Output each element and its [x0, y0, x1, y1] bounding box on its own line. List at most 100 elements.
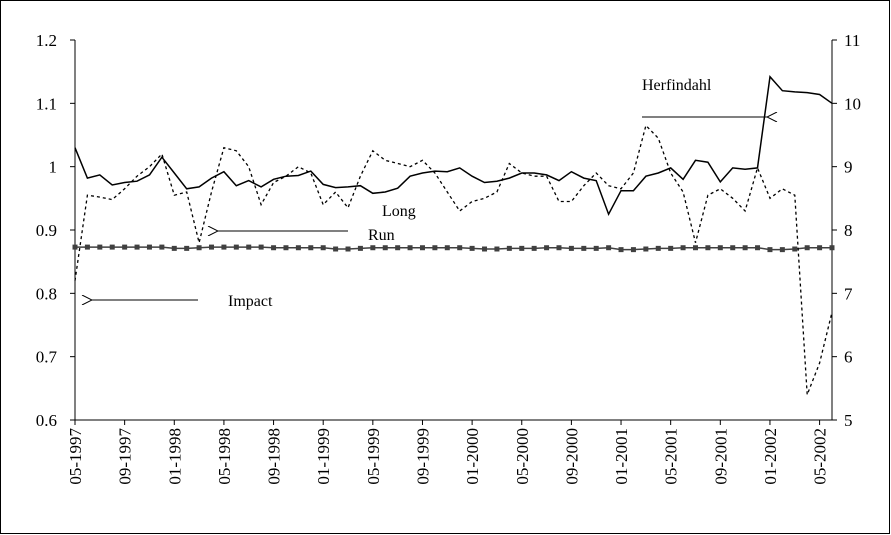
y-tick-label: 1.1 [36, 94, 57, 113]
x-tick-label: 05-1998 [215, 428, 234, 485]
series-marker [122, 244, 128, 250]
series-label-line: Run [368, 227, 395, 244]
y2-tick-label: 9 [844, 158, 853, 177]
x-tick-label: 01-2002 [761, 428, 780, 485]
y-tick-label: 0.8 [36, 284, 57, 303]
x-tick-label: 05-2000 [513, 428, 532, 485]
series-marker [109, 244, 115, 250]
series-marker [630, 247, 636, 253]
series-marker [171, 245, 177, 251]
x-tick-label: 05-2001 [662, 428, 681, 485]
x-tick-label: 09-2001 [711, 428, 730, 485]
series-marker [767, 247, 773, 253]
y2-tick-label: 6 [844, 348, 853, 367]
y2-tick-label: 7 [844, 284, 853, 303]
series-marker [419, 245, 425, 251]
series-marker [134, 244, 140, 250]
y-tick-label: 0.7 [36, 348, 58, 367]
series-marker [258, 244, 264, 250]
x-tick-label: 01-2000 [463, 428, 482, 485]
series-marker [246, 244, 252, 250]
series-marker [283, 245, 289, 251]
y2-tick-label: 8 [844, 221, 853, 240]
series-marker [655, 245, 661, 251]
series-marker [817, 245, 823, 251]
series-marker [233, 244, 239, 250]
series-marker [568, 245, 574, 251]
x-tick-label: 05-1997 [66, 428, 85, 485]
series-marker [271, 245, 277, 251]
series-marker [146, 244, 152, 250]
x-tick-label: 09-2000 [562, 428, 581, 485]
series-marker [345, 246, 351, 252]
series-marker [221, 244, 227, 250]
series-label-line: Long [382, 203, 420, 220]
x-tick-label: 05-1999 [364, 428, 383, 485]
series-marker [506, 245, 512, 251]
series-marker [84, 244, 90, 250]
series-marker [792, 246, 798, 252]
series-marker [779, 247, 785, 253]
x-tick-label: 01-1998 [165, 428, 184, 485]
series-label: Herfindahl [642, 77, 712, 94]
series-marker [742, 245, 748, 251]
series-marker [606, 245, 612, 251]
y2-tick-label: 11 [844, 31, 860, 50]
y-tick-label: 0.9 [36, 221, 57, 240]
y-tick-label: 1.2 [36, 31, 57, 50]
plot-area: 0.6 0.7 0.8 0.9 1 1.1 1.2 5 6 7 8 9 10 11 05-1997 09-19… [36, 31, 861, 485]
series-label: Long Run [368, 203, 420, 244]
series-marker [407, 245, 413, 251]
series-marker [544, 245, 550, 251]
series-marker [357, 245, 363, 251]
x-tick-label: 05-2002 [811, 428, 830, 485]
series-marker [196, 245, 202, 251]
series-marker [395, 245, 401, 251]
series-marker [469, 245, 475, 251]
series-marker [494, 246, 500, 252]
series-marker [370, 245, 376, 251]
y-tick-label: 1 [49, 158, 58, 177]
series-label: Impact [228, 293, 273, 310]
series-marker [680, 245, 686, 251]
series-marker [829, 245, 835, 251]
series-marker [692, 245, 698, 251]
x-tick-label: 09-1999 [413, 428, 432, 485]
series-marker [333, 246, 339, 252]
series-marker [184, 245, 190, 251]
series-marker [72, 244, 78, 250]
series-marker [531, 245, 537, 251]
series-marker [556, 245, 562, 251]
series-marker [209, 244, 215, 250]
y2-tick-label: 5 [844, 411, 853, 430]
series-marker [705, 245, 711, 251]
series-marker [432, 245, 438, 251]
series-marker [482, 246, 488, 252]
y2-tick-label: 10 [844, 94, 861, 113]
series-marker [668, 245, 674, 251]
series-marker [382, 245, 388, 251]
series-marker [717, 245, 723, 251]
series-line [74, 124, 833, 395]
series-marker [519, 245, 525, 251]
series-marker [643, 246, 649, 252]
series-marker [730, 245, 736, 251]
x-tick-label: 01-2001 [612, 428, 631, 485]
series-marker [444, 245, 450, 251]
x-tick-label: 09-1998 [265, 428, 284, 485]
series-marker [320, 245, 326, 251]
series-marker [593, 245, 599, 251]
series-marker [581, 245, 587, 251]
x-tick-label: 01-1999 [314, 428, 333, 485]
series-marker [755, 245, 761, 251]
series-marker [97, 244, 103, 250]
series-marker [308, 245, 314, 251]
series-line [74, 74, 833, 217]
series-marker [804, 245, 810, 251]
series-marker [159, 244, 165, 250]
x-tick-label: 09-1997 [116, 428, 135, 485]
series-marker [457, 245, 463, 251]
